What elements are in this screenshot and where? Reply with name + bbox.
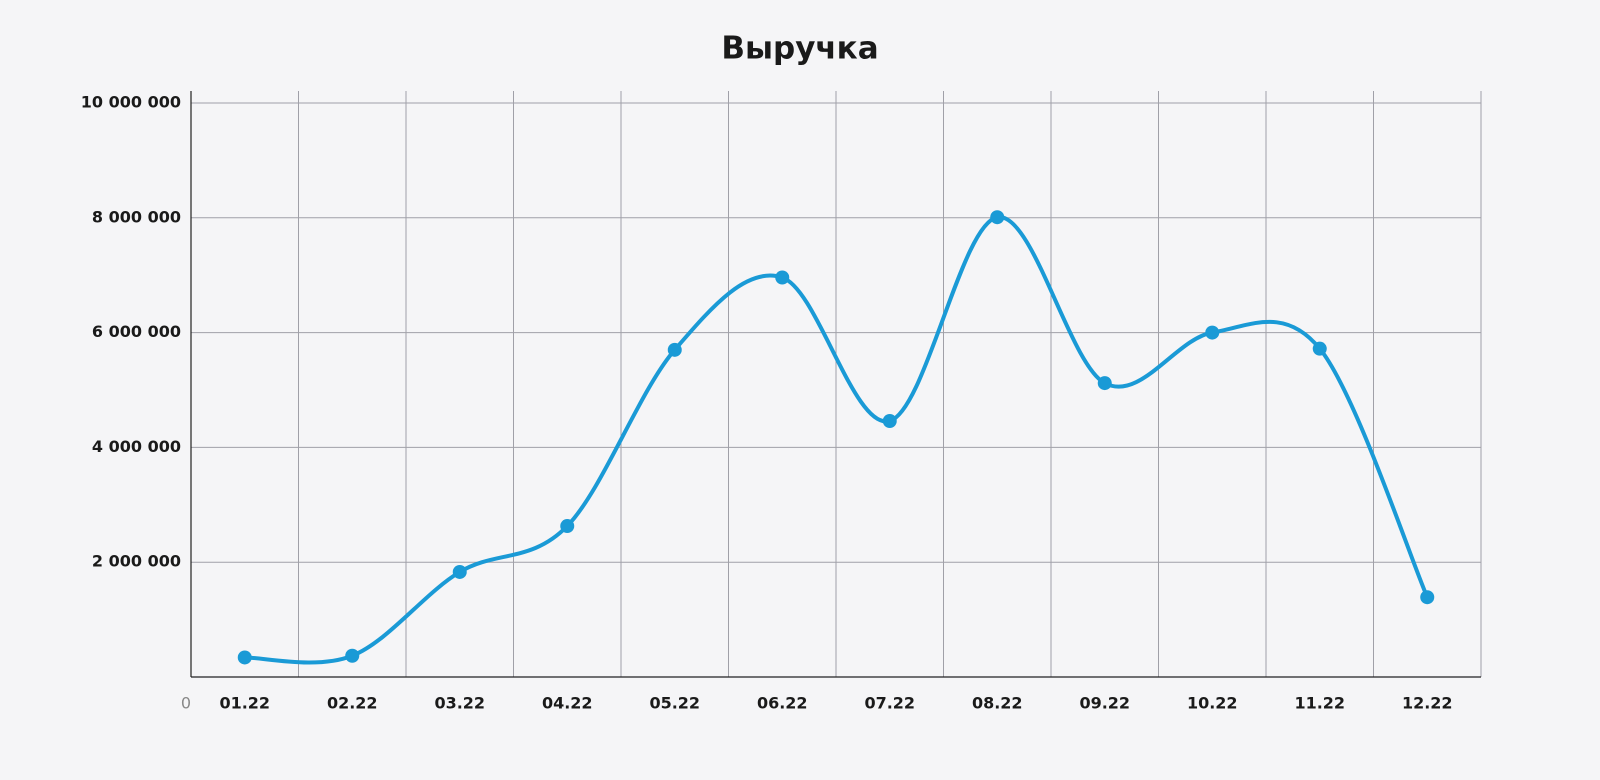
point (667, 342, 682, 357)
point (990, 210, 1005, 225)
line (244, 215, 1430, 665)
x-tick-label: 09.22 (1079, 694, 1130, 713)
x-tick-label: 02.22 (327, 694, 378, 713)
x-tick-label: 07.22 (864, 694, 915, 713)
point (882, 413, 897, 428)
x-tick-label: 11.22 (1294, 694, 1345, 713)
chart-title: Выручка (721, 31, 878, 67)
y-tick-label: 10 000 000 (81, 93, 181, 112)
x-tick-label: 06.22 (757, 694, 808, 713)
point (1205, 325, 1220, 340)
x-tick-label: 10.22 (1187, 694, 1238, 713)
point (1097, 376, 1112, 391)
y-tick-label: 6 000 000 (92, 322, 181, 341)
point (345, 648, 360, 663)
y-tick-label: 2 000 000 (92, 552, 181, 571)
x-tick-label: 08.22 (972, 694, 1023, 713)
point (237, 650, 252, 665)
x-tick-label: 03.22 (434, 694, 485, 713)
point (452, 564, 467, 579)
x-tick-label: 05.22 (649, 694, 700, 713)
point (1420, 590, 1435, 605)
x-tick-label: 04.22 (542, 694, 593, 713)
point (775, 270, 790, 285)
point (1312, 341, 1327, 356)
y-tick-label: 4 000 000 (92, 437, 181, 456)
y-tick-label: 0 (181, 694, 191, 713)
point (560, 519, 575, 534)
y-tick-label: 8 000 000 (92, 207, 181, 226)
x-tick-label: 01.22 (219, 694, 270, 713)
x-tick-label: 12.22 (1402, 694, 1453, 713)
